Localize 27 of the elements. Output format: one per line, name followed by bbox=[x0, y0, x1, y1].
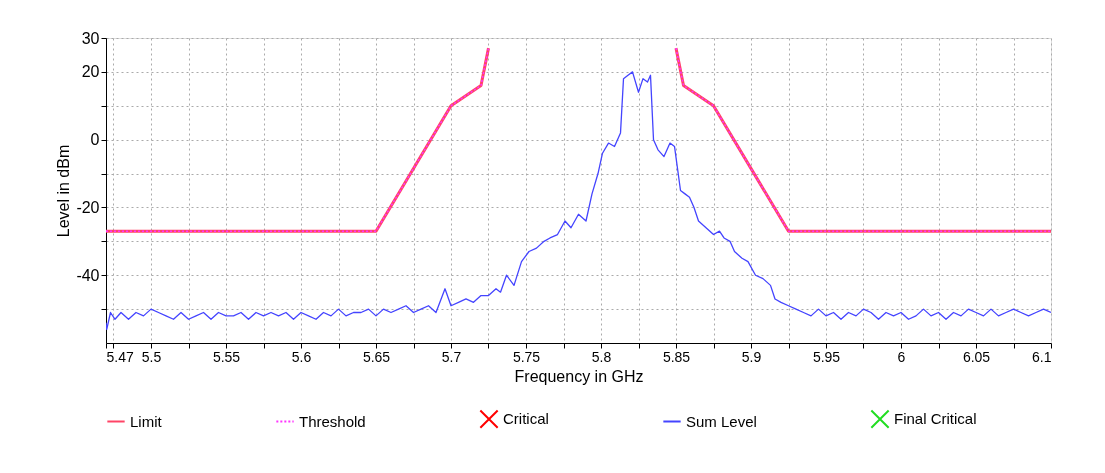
x-tick-label: 5.55 bbox=[212, 348, 241, 365]
x-tick-label: 5.65 bbox=[362, 348, 391, 365]
legend-label: Final Critical bbox=[894, 410, 977, 428]
legend-label: Threshold bbox=[299, 412, 366, 430]
x-tick-label: 6 bbox=[897, 348, 906, 365]
x-axis-title: Frequency in GHz bbox=[514, 367, 644, 385]
x-tick-label: 6.1 bbox=[1032, 348, 1052, 365]
y-axis-title: Level in dBm bbox=[55, 144, 73, 238]
x-tick-label: 5.8 bbox=[591, 348, 612, 365]
x-tick-label: 5.95 bbox=[812, 348, 841, 365]
y-tick-label: 20 bbox=[81, 63, 100, 81]
x-tick-label: 6.05 bbox=[962, 348, 991, 365]
y-tick-label: -20 bbox=[76, 198, 100, 216]
y-tick-label: 30 bbox=[81, 29, 100, 47]
x-tick-label: 5.9 bbox=[741, 348, 762, 365]
x-tick-label: 5.6 bbox=[291, 348, 312, 365]
x-tick-label: 5.85 bbox=[662, 348, 691, 365]
y-tick-label: 0 bbox=[90, 131, 100, 149]
x-tick-label: 5.47 bbox=[106, 348, 134, 365]
line-series bbox=[106, 71, 1051, 331]
legend-label: Limit bbox=[130, 412, 163, 430]
legend-label: Critical bbox=[503, 410, 549, 428]
x-tick-label: 5.75 bbox=[512, 348, 541, 365]
legend-label: Sum Level bbox=[686, 412, 757, 430]
x-tick-label: 5.7 bbox=[441, 348, 462, 365]
x-tick-label: 5.5 bbox=[141, 348, 162, 365]
y-tick-label: -40 bbox=[76, 266, 100, 284]
